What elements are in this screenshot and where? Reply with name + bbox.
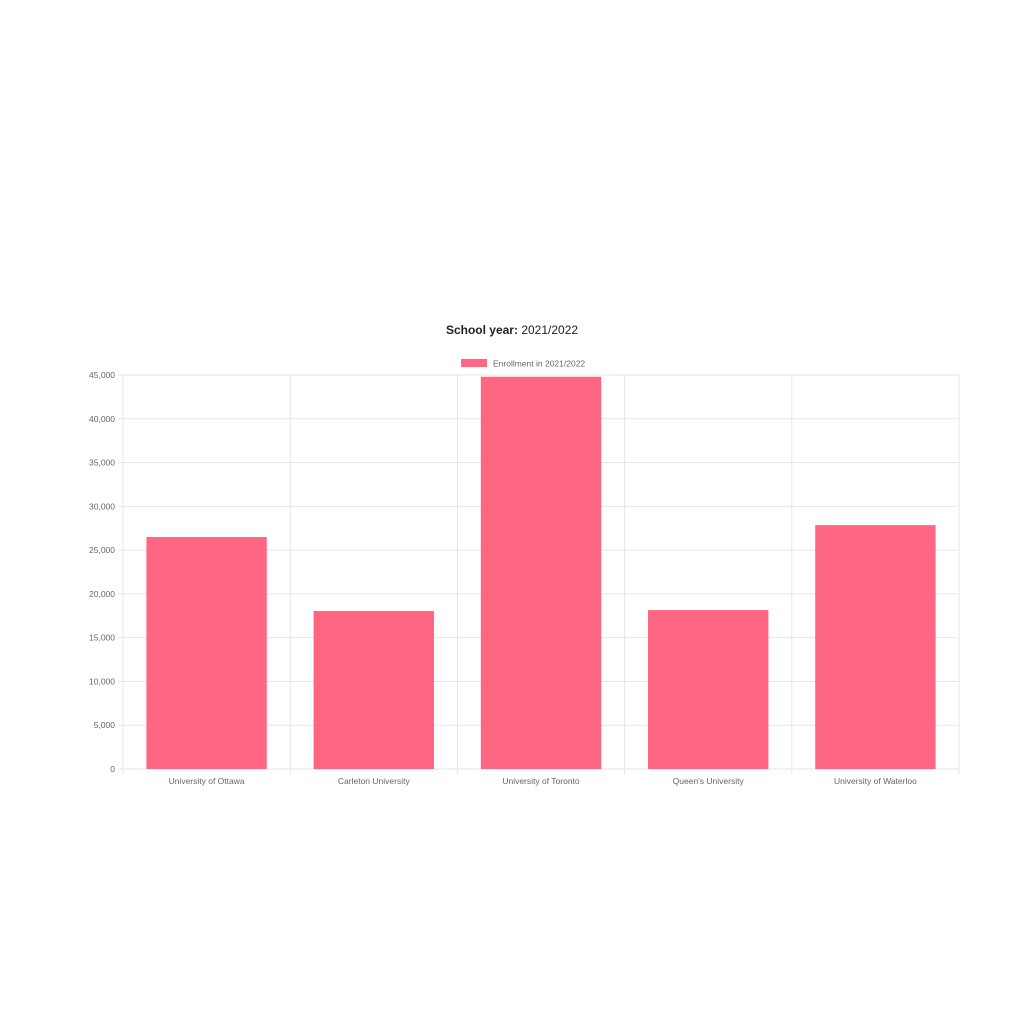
bar[interactable] <box>815 525 936 769</box>
y-tick-label: 0 <box>110 764 115 774</box>
axes: 0 5,000 10,000 15,000 20,000 25,000 30,000 35,0… <box>89 370 917 786</box>
y-tick-label: 15,000 <box>89 633 115 643</box>
y-tick-label: 5,000 <box>94 720 116 730</box>
x-tick-label: University of Toronto <box>502 776 580 786</box>
x-tick-label: University of Waterloo <box>834 776 917 786</box>
x-tick-label: University of Ottawa <box>169 776 245 786</box>
x-tick-label: Carleton University <box>338 776 411 786</box>
bar[interactable] <box>146 536 267 769</box>
y-tick-label: 25,000 <box>89 545 115 555</box>
legend[interactable]: Enrollment in 2021/2022 <box>461 359 585 369</box>
legend-swatch[interactable] <box>461 359 487 367</box>
y-tick-label: 10,000 <box>89 676 115 686</box>
bar[interactable] <box>648 610 769 769</box>
y-tick-label: 35,000 <box>89 458 115 468</box>
y-tick-label: 20,000 <box>89 589 115 599</box>
y-tick-label: 45,000 <box>89 370 115 380</box>
chart-title-label: School year: <box>445 323 518 337</box>
bar[interactable] <box>480 376 602 769</box>
y-tick-label: 30,000 <box>89 501 115 511</box>
y-tick-label: 40,000 <box>89 414 115 424</box>
bar[interactable] <box>313 610 434 769</box>
chart-title: School year: 2021/2022 <box>0 323 1024 337</box>
bars <box>146 376 936 769</box>
legend-label[interactable]: Enrollment in 2021/2022 <box>493 359 585 369</box>
x-tick-label: Queen's University <box>673 776 745 786</box>
chart-title-value: 2021/2022 <box>521 323 579 337</box>
